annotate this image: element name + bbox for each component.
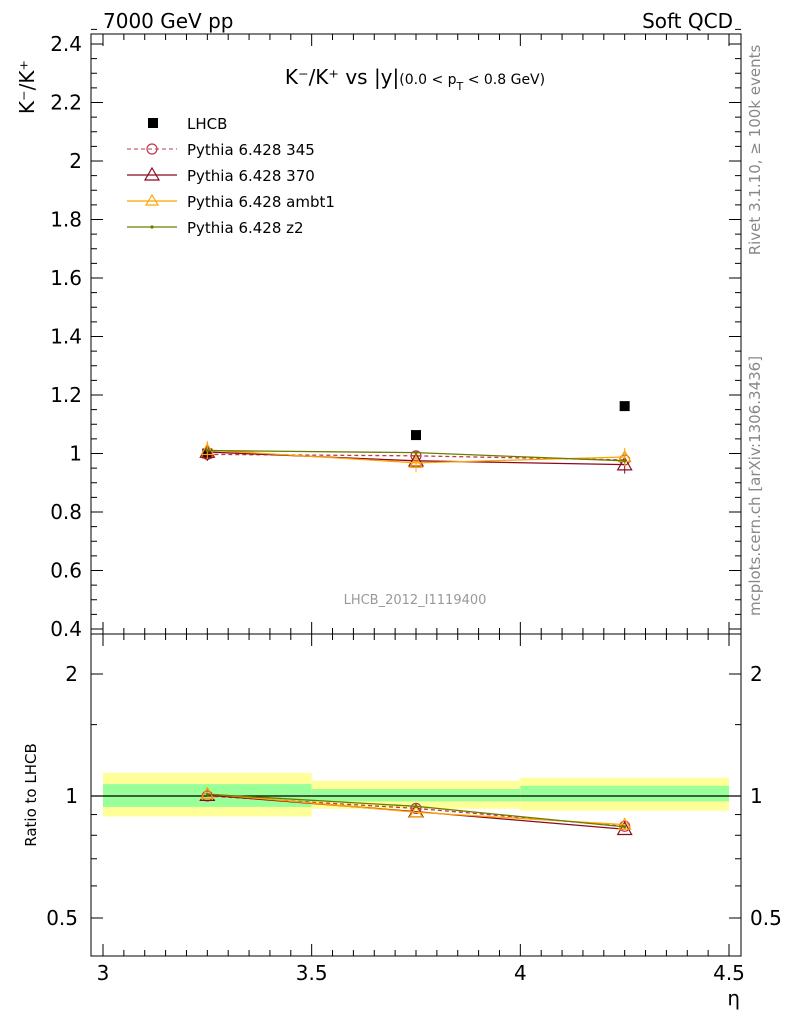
main-y-tick-label: 1 <box>69 442 82 466</box>
legend-marker-p370 <box>143 166 161 181</box>
main-plot-title: K⁻/K⁺ vs |y|(0.0 < pT < 0.8 GeV) <box>285 65 545 93</box>
legend: LHCB Pythia 6.428 345 Pythia 6.428 370 P… <box>127 115 335 237</box>
legend-marker-lhcb <box>148 118 158 128</box>
legend-label-p345: Pythia 6.428 345 <box>187 141 315 159</box>
main-panel: 0.4 0.6 0.8 1 1.2 1.4 1.6 1.8 2 2.2 2.4 K⁻/K⁺ K⁻/K… <box>15 28 742 641</box>
legend-entry-p345: Pythia 6.428 345 <box>127 141 315 159</box>
ratio-band-inner <box>311 789 521 802</box>
main-y-tick-label: 1.8 <box>50 208 82 232</box>
main-y-tick-label: 0.6 <box>50 559 82 583</box>
ratio-point-p345 <box>410 802 422 814</box>
legend-label-p370: Pythia 6.428 370 <box>187 167 315 185</box>
legend-entry-z2: Pythia 6.428 z2 <box>127 219 304 237</box>
mcplots-source-label: mcplots.cern.ch [arXiv:1306.3436] <box>746 356 764 616</box>
ratio-x-tick-label: 4.5 <box>713 961 745 985</box>
ratio-y-axis: 0.5 0.5 1 1 2 2 <box>46 662 782 930</box>
legend-label-ambt1: Pythia 6.428 ambt1 <box>187 193 335 211</box>
legend-marker-z2 <box>150 225 154 229</box>
ratio-x-tick-label: 3 <box>97 961 110 985</box>
ratio-point-ambt1 <box>617 817 632 830</box>
header-energy-label: 7000 GeV pp <box>103 9 234 33</box>
ratio-x-axis: 3 3.5 4 4.5 <box>97 634 745 985</box>
main-y-tick-label: 2.4 <box>50 32 82 56</box>
main-point-z2 <box>414 451 418 455</box>
ratio-plot-frame <box>90 633 742 957</box>
header-category-label: Soft QCD <box>642 9 733 33</box>
legend-entry-ambt1: Pythia 6.428 ambt1 <box>127 193 335 211</box>
ratio-x-tick-label: 4 <box>514 961 527 985</box>
main-point-z2 <box>205 448 209 453</box>
ratio-point-ambt1 <box>200 786 215 800</box>
ratio-uncertainty-bands <box>103 772 729 817</box>
main-point-lhcb <box>411 430 421 441</box>
ratio-panel: 0.5 0.5 1 1 2 2 3 3.5 4 4.5 Ratio to LHCB η <box>22 633 782 1010</box>
ratio-band-inner <box>520 785 729 802</box>
main-y-axis-label: K⁻/K⁺ <box>15 60 39 114</box>
main-y-tick-label: 1.4 <box>50 325 82 349</box>
ratio-y-tick-label: 0.5 <box>46 906 78 930</box>
legend-label-lhcb: LHCB <box>187 115 227 133</box>
main-y-tick-label: 1.6 <box>50 266 82 290</box>
main-y-tick-label: 2 <box>69 149 82 173</box>
main-point-lhcb <box>619 401 630 412</box>
ratio-y-tick-label-right: 2 <box>750 662 763 686</box>
main-y-tick-label: 0.4 <box>50 617 82 641</box>
x-axis-label: η <box>727 986 740 1010</box>
ratio-x-tick-label: 3.5 <box>296 961 328 985</box>
ratio-series-layer <box>199 786 633 836</box>
ratio-point-z2 <box>414 804 418 808</box>
ratio-point-z2 <box>623 825 627 829</box>
ratio-y-axis-label: Ratio to LHCB <box>22 743 40 847</box>
ratio-y-tick-label-right: 1 <box>750 784 763 808</box>
ratio-point-p370 <box>616 821 633 836</box>
main-point-z2 <box>623 459 627 463</box>
main-y-tick-label: 0.8 <box>50 500 82 524</box>
ratio-y-tick-label: 2 <box>65 662 78 686</box>
legend-entry-lhcb: LHCB <box>148 115 227 133</box>
main-y-tick-label: 1.2 <box>50 383 82 407</box>
ratio-y-tick-label: 1 <box>65 784 78 808</box>
legend-marker-ambt1 <box>144 193 160 206</box>
legend-marker-p345 <box>146 143 158 155</box>
legend-label-z2: Pythia 6.428 z2 <box>187 219 304 237</box>
ratio-y-tick-label-right: 0.5 <box>750 906 782 930</box>
rivet-version-label: Rivet 3.1.10, ≥ 100k events <box>746 45 764 256</box>
main-series-layer <box>199 401 633 474</box>
ratio-point-ambt1 <box>408 805 424 818</box>
analysis-watermark: LHCB_2012_I1119400 <box>344 593 487 608</box>
main-y-axis: 0.4 0.6 0.8 1 1.2 1.4 1.6 1.8 2 2.2 2.4 <box>50 28 741 641</box>
ratio-point-z2 <box>205 792 209 796</box>
main-y-tick-label: 2.2 <box>50 91 82 115</box>
legend-entry-p370: Pythia 6.428 370 <box>127 166 315 185</box>
